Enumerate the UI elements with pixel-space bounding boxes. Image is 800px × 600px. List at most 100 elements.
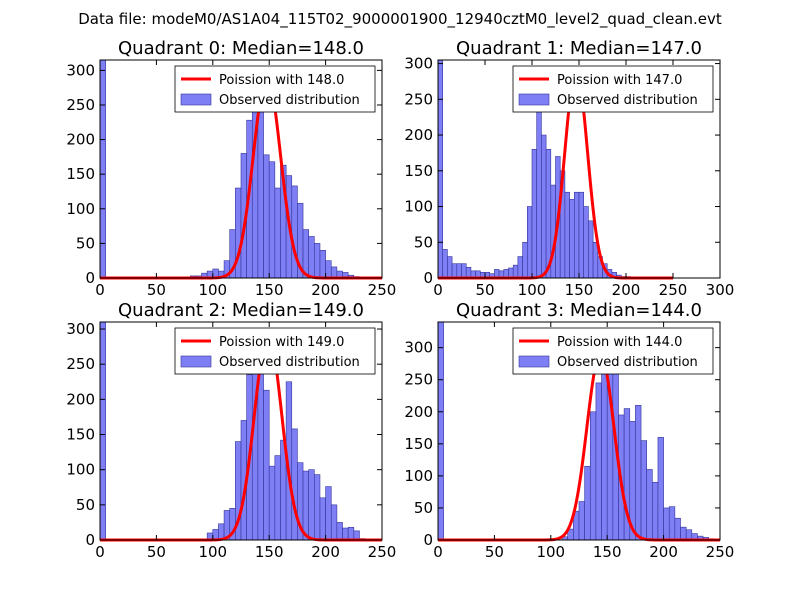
x-tick-label: 250 — [659, 281, 688, 299]
histogram-bar — [291, 185, 298, 279]
histogram-bar — [330, 266, 338, 279]
histogram-bar — [274, 455, 281, 541]
y-tick-label: 150 — [66, 165, 95, 183]
y-tick-label: 50 — [414, 499, 433, 517]
histogram-bar — [526, 206, 533, 279]
histogram-bar — [646, 469, 653, 541]
histogram-bar — [325, 486, 332, 541]
x-tick-label: 100 — [198, 281, 227, 299]
x-tick-label: 0 — [95, 543, 105, 561]
y-tick-label: 100 — [404, 467, 433, 485]
histogram-bar — [461, 263, 467, 279]
y-tick-label: 250 — [404, 371, 433, 389]
histogram-bar — [595, 382, 602, 541]
histogram-bar — [330, 504, 338, 541]
y-tick-label: 300 — [404, 55, 433, 73]
y-tick-label: 150 — [404, 435, 433, 453]
histogram-bar — [308, 236, 315, 279]
axes-frame — [99, 321, 383, 541]
x-tick-label: 200 — [311, 543, 340, 561]
quadrant-0-panel: 0 50 100 150 200 250 0 50 100 150 200 250 300 Quadran… — [66, 38, 396, 299]
y-tick-label: 0 — [423, 269, 433, 287]
x-tick-label: 250 — [368, 281, 397, 299]
histogram-bar — [263, 389, 270, 541]
x-tick-label: 50 — [147, 543, 166, 561]
x-tick-label: 250 — [368, 543, 397, 561]
x-tick-label: 200 — [649, 543, 678, 561]
y-tick-label: 250 — [404, 90, 433, 108]
y-tick-label: 200 — [66, 390, 95, 408]
histogram-bar — [601, 369, 608, 541]
histogram-bar — [640, 440, 647, 541]
y-tick-label: 200 — [66, 131, 95, 149]
histogram-bar — [437, 59, 443, 279]
histogram-bar — [583, 206, 589, 279]
legend-observed-label: Observed distribution — [219, 355, 360, 370]
y-tick-label: 150 — [66, 426, 95, 444]
histogram-bar — [451, 263, 458, 279]
histogram-bar — [531, 149, 537, 279]
legend-poisson-label: Poission with 148.0 — [219, 73, 344, 88]
histogram-bar — [674, 517, 681, 541]
histogram-bar — [663, 507, 670, 541]
histogram-bar — [268, 161, 276, 279]
histogram-bar — [668, 506, 676, 541]
y-tick-label: 250 — [66, 355, 95, 373]
histogram-bar — [263, 154, 270, 279]
histogram-bar — [347, 527, 355, 541]
histogram-bar — [635, 405, 642, 541]
histogram-bar — [342, 527, 349, 541]
y-tick-label: 50 — [76, 496, 95, 514]
histogram-bar — [302, 470, 309, 541]
histogram-bar — [564, 191, 570, 279]
legend-observed-label: Observed distribution — [219, 93, 360, 108]
histogram-bar — [652, 481, 659, 541]
histogram-bar — [268, 465, 276, 541]
legend-observed-label: Observed distribution — [557, 93, 698, 108]
y-tick-label: 0 — [85, 269, 95, 287]
y-tick-label: 300 — [66, 61, 95, 79]
histogram-bar — [336, 522, 343, 541]
histogram-bar — [517, 256, 523, 279]
histogram-bar — [512, 264, 519, 279]
x-tick-label: 150 — [255, 543, 284, 561]
axes-frame — [437, 321, 721, 541]
quadrant-3-title: Quadrant 3: Median=144.0 — [456, 300, 702, 321]
histogram-bar — [257, 99, 264, 279]
histogram-bar — [573, 191, 580, 279]
histogram-bar — [99, 321, 106, 541]
histogram-bar — [680, 526, 687, 541]
legend: Poission with 149.0 Observed distribution — [174, 327, 376, 375]
legend-observed-swatch — [180, 355, 212, 368]
histogram-bar — [291, 428, 298, 541]
histogram-bar — [465, 266, 472, 279]
y-tick-label: 300 — [404, 339, 433, 357]
x-tick-label: 50 — [485, 543, 504, 561]
x-tick-label: 200 — [311, 281, 340, 299]
histogram-bar — [319, 497, 326, 541]
x-tick-label: 0 — [433, 543, 443, 561]
legend-observed-swatch — [180, 93, 212, 106]
x-tick-label: 50 — [147, 281, 166, 299]
histogram-bar — [588, 220, 594, 279]
histogram-bar — [319, 250, 326, 279]
legend: Poission with 148.0 Observed distribution — [174, 65, 376, 113]
legend-observed-label: Observed distribution — [557, 355, 698, 370]
histogram-bar — [99, 59, 106, 279]
histogram-bar — [578, 501, 585, 541]
y-tick-label: 100 — [404, 198, 433, 216]
x-tick-label: 0 — [433, 281, 443, 299]
legend-poisson-label: Poission with 147.0 — [557, 73, 682, 88]
x-tick-label: 200 — [612, 281, 641, 299]
y-tick-label: 0 — [423, 531, 433, 549]
quadrant-1-panel: 0 50 100 150 200 250 300 0 50 100 150 200 250 300 Quad… — [404, 38, 734, 299]
legend-poisson-label: Poission with 144.0 — [557, 335, 682, 350]
histogram-bar — [308, 469, 315, 541]
histogram-bar — [314, 243, 321, 279]
histogram-bar — [685, 529, 693, 541]
x-tick-label: 100 — [518, 281, 547, 299]
axes-frame — [99, 59, 383, 279]
y-tick-label: 100 — [66, 461, 95, 479]
y-tick-label: 200 — [404, 403, 433, 421]
histogram-bar — [522, 241, 528, 279]
